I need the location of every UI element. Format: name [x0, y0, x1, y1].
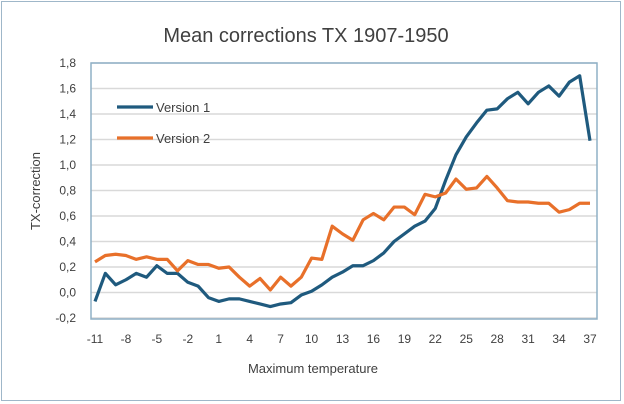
x-tick-label: -8 — [121, 332, 132, 346]
legend-label: Version 2 — [156, 131, 210, 146]
x-tick-label: -5 — [152, 332, 163, 346]
x-tick-label: 7 — [277, 332, 284, 346]
y-tick-label: 1,8 — [59, 56, 76, 70]
x-tick-label: -11 — [87, 332, 104, 346]
y-tick-label: 1,0 — [59, 158, 76, 172]
y-axis-label: TX-correction — [28, 152, 43, 230]
y-tick-label: 0,6 — [59, 209, 76, 223]
y-tick-label: -0,2 — [55, 311, 76, 325]
y-tick-label: 1,2 — [59, 133, 76, 147]
y-tick-label: 0,4 — [59, 235, 76, 249]
x-tick-label: 16 — [367, 332, 381, 346]
legend-label: Version 1 — [156, 100, 210, 115]
x-tick-label: 19 — [398, 332, 412, 346]
y-tick-label: 0,0 — [59, 286, 76, 300]
x-tick-label: 1 — [215, 332, 222, 346]
y-tick-label: 0,8 — [59, 184, 76, 198]
plot-area-border — [90, 62, 598, 320]
x-tick-label: 31 — [521, 332, 535, 346]
x-tick-label: 22 — [429, 332, 443, 346]
x-tick-label: 4 — [246, 332, 253, 346]
chart-title: Mean corrections TX 1907-1950 — [163, 25, 448, 47]
x-tick-label: 28 — [491, 332, 505, 346]
x-tick-label: -2 — [182, 332, 193, 346]
x-tick-label: 25 — [460, 332, 474, 346]
y-tick-label: 1,6 — [59, 82, 76, 96]
x-tick-label: 34 — [552, 332, 566, 346]
y-tick-label: 0,2 — [59, 260, 76, 274]
x-tick-label: 37 — [583, 332, 597, 346]
x-axis-label: Maximum temperature — [248, 361, 378, 376]
x-tick-label: 13 — [336, 332, 350, 346]
y-tick-label: 1,4 — [59, 107, 76, 121]
x-tick-label: 10 — [305, 332, 319, 346]
